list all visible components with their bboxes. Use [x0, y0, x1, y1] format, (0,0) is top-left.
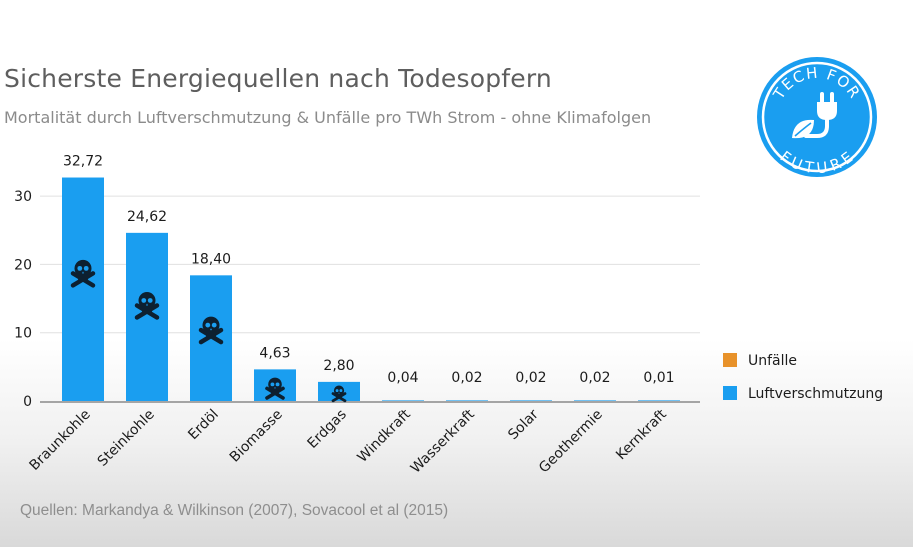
- legend-swatch: [723, 386, 737, 400]
- tech-for-future-logo: TECH FOR FUTURE: [757, 57, 877, 178]
- category-label: Windkraft: [355, 406, 415, 466]
- bar: [446, 400, 488, 401]
- skull-icon: [331, 385, 347, 403]
- legend-label: Luftverschmutzung: [748, 386, 883, 402]
- bar: [126, 232, 168, 401]
- value-label: 32,72: [63, 154, 103, 170]
- category-label: Braunkohle: [26, 407, 93, 474]
- category-label: Wasserkraft: [408, 406, 478, 476]
- skull-icon: [198, 316, 224, 345]
- skull-icon: [134, 291, 160, 320]
- chart-title: Sicherste Energiequellen nach Todesopfer…: [4, 64, 552, 93]
- y-axis-ticks: 0 10 20 30: [14, 189, 32, 410]
- bar: [574, 400, 616, 401]
- source-note: Quellen: Markandya & Wilkinson (2007), S…: [20, 502, 449, 519]
- value-labels: 32,72 24,62 18,40 4,63 2,80 0,04 0,02 0,02 0,02 0…: [63, 154, 675, 386]
- category-label: Geothermie: [536, 407, 606, 477]
- value-label: 0,02: [579, 370, 610, 386]
- value-label: 0,02: [515, 370, 546, 386]
- value-label: 2,80: [323, 358, 354, 374]
- legend: Unfälle Luftverschmutzung: [723, 353, 883, 402]
- y-tick-label: 0: [23, 394, 32, 410]
- skull-icon: [265, 377, 285, 400]
- legend-swatch: [723, 353, 737, 367]
- category-label: Kernkraft: [613, 406, 670, 463]
- value-label: 4,63: [259, 345, 290, 361]
- legend-label: Unfälle: [748, 353, 797, 369]
- value-label: 0,04: [387, 370, 418, 386]
- category-label: Erdgas: [305, 407, 350, 452]
- bar: [382, 400, 424, 401]
- value-label: 18,40: [191, 251, 231, 267]
- category-labels: Braunkohle Steinkohle Erdöl Biomasse Erdgas W…: [26, 406, 670, 476]
- y-tick-label: 20: [14, 257, 32, 273]
- bars: [62, 177, 680, 403]
- value-label: 24,62: [127, 209, 167, 225]
- value-label: 0,02: [451, 370, 482, 386]
- skull-icon: [70, 259, 96, 288]
- category-label: Biomasse: [227, 407, 286, 466]
- bar: [638, 400, 680, 401]
- value-label: 0,01: [643, 370, 674, 386]
- category-label: Erdöl: [185, 407, 222, 444]
- bar: [510, 400, 552, 401]
- category-label: Steinkohle: [95, 407, 158, 470]
- category-label: Solar: [505, 406, 542, 443]
- bar: [62, 177, 104, 401]
- y-tick-label: 30: [14, 189, 32, 205]
- y-tick-label: 10: [14, 326, 32, 342]
- chart-subtitle: Mortalität durch Luftverschmutzung & Unf…: [4, 108, 652, 127]
- plug-icon: [804, 92, 837, 138]
